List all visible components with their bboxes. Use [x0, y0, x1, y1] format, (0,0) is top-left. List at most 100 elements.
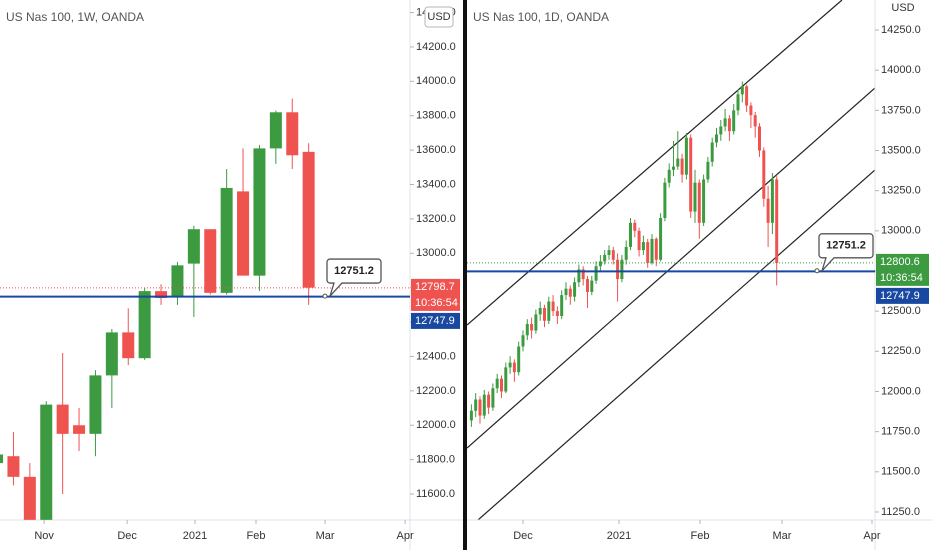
candle-body — [491, 388, 495, 408]
candle-body — [693, 182, 697, 212]
candle-body — [508, 362, 512, 368]
candle-body — [736, 94, 740, 111]
candle-body — [702, 179, 706, 223]
candle-body — [551, 301, 555, 312]
candle-body — [585, 279, 589, 292]
candle-body — [286, 112, 299, 156]
candle-body — [706, 161, 710, 180]
candle-body — [7, 456, 20, 477]
candle-body — [740, 86, 744, 95]
candle-body — [187, 229, 200, 264]
candle-body — [680, 158, 684, 175]
candle-body — [603, 254, 607, 262]
callout-label: 12751.2 — [826, 240, 866, 252]
candle-body — [598, 261, 602, 267]
y-tick-label: 14250.0 — [881, 24, 921, 36]
candle-body — [564, 288, 568, 296]
candle-body — [568, 288, 572, 297]
y-tick-label: 12500.0 — [881, 305, 921, 317]
candle-body — [521, 335, 525, 347]
y-tick-label: 13000.0 — [416, 247, 456, 259]
y-tick-label: 12250.0 — [881, 345, 921, 357]
countdown-label: 10:36:54 — [880, 272, 923, 284]
candle-body — [499, 378, 503, 392]
x-tick-label: Apr — [397, 530, 414, 542]
x-tick-label: 2021 — [607, 530, 631, 542]
candle-body — [745, 86, 749, 106]
candle-body — [105, 332, 118, 376]
candle-body — [637, 230, 641, 251]
candle-body — [538, 307, 542, 315]
hline-price-label: 12747.9 — [880, 290, 920, 302]
candle-body — [628, 222, 632, 247]
y-tick-label: 13200.0 — [416, 213, 456, 225]
candle-body — [650, 238, 654, 263]
candle-body — [534, 314, 538, 331]
candle-body — [577, 269, 581, 283]
candle-body — [122, 332, 135, 359]
candle-body — [517, 346, 521, 373]
candle-body — [727, 118, 731, 132]
last-price-label: 12800.6 — [880, 256, 920, 268]
candle-body — [155, 291, 168, 299]
y-tick-label: 13400.0 — [416, 178, 456, 190]
candle-body — [581, 269, 585, 280]
candle-body — [530, 324, 534, 331]
currency-box — [424, 6, 454, 28]
candle-body — [641, 242, 645, 251]
countdown-label: 10:36:54 — [415, 297, 458, 309]
callout-box — [818, 233, 874, 272]
y-tick-label: 11500.0 — [881, 466, 920, 478]
hline-price-label: 12747.9 — [415, 315, 455, 327]
candle-body — [478, 399, 482, 416]
candle-body — [237, 191, 250, 276]
y-tick-label: 14000.0 — [416, 75, 456, 87]
candle-body — [474, 399, 478, 411]
channel-line — [467, 87, 875, 449]
channel-line — [477, 169, 875, 520]
y-tick-label: 13600.0 — [416, 144, 456, 156]
chart-title: US Nas 100, 1W, OANDA — [6, 10, 144, 24]
y-tick-label: 12000.0 — [416, 419, 456, 431]
candle-body — [138, 291, 151, 359]
x-tick-label: Mar — [773, 530, 792, 542]
candle-body — [616, 259, 620, 280]
y-tick-label: 14200.0 — [416, 41, 456, 53]
y-tick-label: 13800.0 — [416, 110, 456, 122]
candle-body — [525, 324, 529, 336]
candle-body — [775, 179, 779, 263]
candle-body — [504, 367, 508, 392]
candles — [469, 81, 779, 427]
y-tick-label: 12400.0 — [416, 350, 456, 362]
candle-body — [73, 425, 86, 434]
y-tick-label: 11250.0 — [881, 506, 920, 518]
candle-body — [171, 265, 184, 297]
x-tick-label: Dec — [117, 530, 137, 542]
x-tick-label: Feb — [247, 530, 266, 542]
candle-body — [204, 229, 217, 293]
candles — [0, 98, 315, 520]
candle-body — [624, 246, 628, 260]
candle-body — [757, 126, 761, 151]
x-tick-label: Mar — [316, 530, 335, 542]
x-tick-label: Dec — [513, 530, 533, 542]
candle-body — [646, 242, 650, 263]
candle-body — [56, 404, 69, 434]
candle-body — [689, 137, 693, 212]
candle-body — [573, 282, 577, 297]
y-tick-label: 11600.0 — [416, 488, 455, 500]
currency-label: USD — [427, 11, 450, 23]
candle-body — [714, 134, 718, 143]
candle-body — [671, 166, 675, 170]
candle-body — [654, 238, 658, 260]
candle-body — [633, 222, 637, 231]
candle-body — [0, 454, 4, 464]
candle-body — [594, 266, 598, 281]
candle-body — [607, 250, 611, 255]
last-price-box — [876, 253, 929, 286]
chart-title: US Nas 100, 1D, OANDA — [473, 10, 609, 24]
y-tick-label: 13500.0 — [881, 144, 921, 156]
candle-body — [663, 182, 667, 218]
candle-body — [684, 137, 688, 175]
